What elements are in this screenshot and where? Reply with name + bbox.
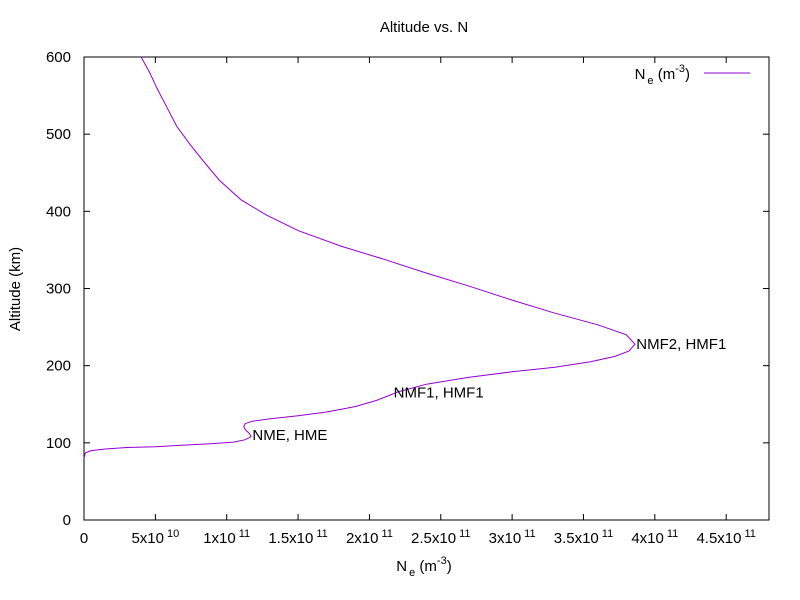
legend-label-sub: e: [647, 75, 653, 87]
x-axis-title-base: N: [396, 558, 407, 575]
chart-title: Altitude vs. N: [380, 19, 468, 36]
x-tick-label: 3.5x10 11: [554, 528, 613, 547]
annotation-label: NMF1, HMF1: [394, 385, 484, 402]
y-tick-label: 600: [46, 49, 71, 66]
y-tick-label: 400: [46, 203, 71, 220]
x-tick-label: 2.5x10 11: [411, 528, 470, 547]
legend-label-unit-pre: (m: [654, 66, 676, 83]
annotation-label: NMF2, HMF1: [636, 336, 726, 353]
legend-label-base: N: [635, 66, 646, 83]
annotation-label: NME, HME: [252, 427, 327, 444]
y-tick-label: 100: [46, 435, 71, 452]
y-tick-label: 200: [46, 358, 71, 375]
x-axis-title-sub: e: [409, 567, 415, 579]
x-axis-title-unit-post: ): [447, 558, 452, 575]
x-tick-label: 2x10 11: [346, 528, 393, 547]
x-tick-label: 0: [80, 530, 88, 547]
series-line-ne: [83, 56, 636, 459]
y-axis-ticks: 0 100 200 300 400 500 600: [46, 49, 769, 529]
x-axis-title-unit-sup: -3: [437, 555, 447, 567]
y-tick-label: 0: [63, 512, 71, 529]
x-axis-ticks: 0 5x10 10 1x10 11 1.5x10 11 2x10 11 2.5x10 11 3x10 1…: [80, 57, 756, 547]
y-axis-title: Altitude (km): [7, 247, 24, 331]
y-tick-label: 500: [46, 126, 71, 143]
y-tick-label: 300: [46, 281, 71, 298]
x-axis-title-unit-pre: (m: [415, 558, 437, 575]
legend-label-unit-post: ): [685, 66, 690, 83]
annotations: NME, HME NMF1, HMF1 NMF2, HMF1: [252, 336, 726, 444]
legend-label-unit-sup: -3: [675, 63, 685, 75]
x-tick-label: 5x10 10: [131, 528, 179, 547]
x-tick-label: 1.5x10 11: [268, 528, 327, 547]
x-tick-label: 4x10 11: [631, 528, 678, 547]
x-tick-label: 4.5x10 11: [696, 528, 755, 547]
x-tick-label: 3x10 11: [489, 528, 536, 547]
x-tick-label: 1x10 11: [203, 528, 250, 547]
